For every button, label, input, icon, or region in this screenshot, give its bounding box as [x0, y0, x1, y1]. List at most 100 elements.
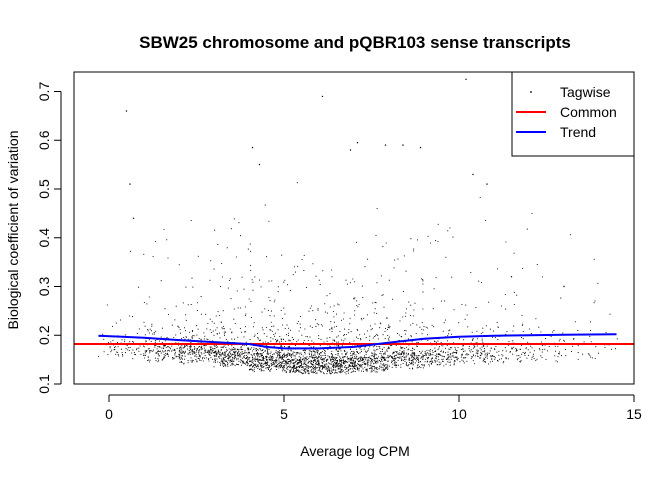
tagwise-point [452, 352, 454, 354]
tagwise-point [336, 360, 339, 362]
tagwise-point [225, 351, 227, 353]
tagwise-point [260, 370, 262, 372]
tagwise-point [162, 350, 164, 352]
tagwise-point [217, 349, 219, 351]
tagwise-point [114, 346, 116, 348]
tagwise-point [366, 357, 368, 359]
tagwise-point [286, 360, 288, 362]
tagwise-point [423, 326, 425, 328]
tagwise-point [535, 318, 537, 320]
tagwise-point [257, 365, 259, 367]
tagwise-point [275, 349, 277, 352]
tagwise-point [233, 318, 235, 320]
tagwise-point [283, 281, 285, 283]
tagwise-point [438, 364, 440, 366]
tagwise-point [223, 334, 226, 336]
tagwise-point [217, 361, 219, 363]
tagwise-point [347, 358, 349, 361]
tagwise-point [408, 358, 410, 360]
tagwise-point [493, 355, 495, 358]
tagwise-point [329, 359, 332, 361]
tagwise-point [597, 282, 599, 284]
tagwise-point [593, 258, 595, 260]
tagwise-point [413, 352, 415, 354]
tagwise-point [317, 369, 319, 371]
tagwise-point [217, 311, 219, 313]
tagwise-point [249, 338, 251, 341]
tagwise-point [594, 300, 596, 302]
tagwise-point [497, 339, 499, 341]
tagwise-point [230, 364, 232, 366]
fit-lines [74, 333, 634, 350]
tagwise-point [285, 364, 287, 366]
tagwise-point [181, 345, 183, 347]
tagwise-point [402, 290, 404, 292]
tagwise-point [376, 357, 378, 359]
tagwise-point [223, 354, 225, 356]
tagwise-point [297, 366, 299, 368]
tagwise-point [187, 360, 189, 362]
tagwise-point [485, 356, 487, 358]
tagwise-point [387, 334, 389, 337]
tagwise-point [300, 352, 302, 354]
tagwise-point [178, 357, 180, 359]
tagwise-point [428, 361, 430, 363]
tagwise-point [306, 336, 309, 338]
tagwise-point [339, 360, 341, 362]
tagwise-point [358, 365, 360, 367]
tagwise-point [522, 338, 524, 340]
tagwise-point [221, 262, 223, 265]
y-tick-label: 0.5 [36, 179, 52, 199]
tagwise-point [555, 350, 557, 352]
tagwise-point [331, 363, 333, 365]
tagwise-point [198, 350, 200, 352]
tagwise-point [322, 354, 324, 356]
tagwise-point [366, 370, 368, 372]
tagwise-point [178, 264, 180, 266]
tagwise-point [288, 360, 290, 363]
tagwise-point [349, 361, 351, 364]
tagwise-point [292, 371, 294, 373]
tagwise-point [119, 319, 122, 321]
tagwise-point [370, 367, 372, 370]
tagwise-point [353, 298, 355, 300]
tagwise-point [387, 368, 389, 371]
tagwise-point [157, 350, 159, 352]
tagwise-point [198, 354, 200, 356]
tagwise-point [397, 364, 399, 366]
tagwise-point [220, 363, 222, 365]
tagwise-point [238, 353, 240, 355]
tagwise-point [352, 370, 355, 372]
tagwise-point [379, 361, 382, 363]
tagwise-point [193, 348, 195, 351]
tagwise-point [443, 322, 445, 324]
tagwise-point [400, 356, 402, 358]
tagwise-point [299, 358, 301, 360]
tagwise-point [279, 367, 282, 369]
tagwise-point [248, 369, 251, 371]
tagwise-point [604, 346, 606, 349]
tagwise-point [474, 345, 476, 347]
tagwise-point [117, 353, 119, 356]
tagwise-point [290, 329, 292, 331]
tagwise-point [131, 352, 133, 354]
tagwise-point [195, 359, 197, 361]
tagwise-point [319, 367, 321, 369]
tagwise-point [344, 366, 346, 368]
tagwise-point [428, 354, 430, 357]
tagwise-point [320, 352, 322, 354]
tagwise-point [292, 352, 294, 355]
tagwise-point [386, 349, 388, 351]
tagwise-point [391, 344, 393, 347]
tagwise-point [325, 365, 327, 367]
tagwise-point [417, 341, 419, 344]
tagwise-point [318, 359, 320, 361]
tagwise-point [161, 341, 163, 343]
tagwise-point [289, 353, 291, 355]
tagwise-point [246, 362, 249, 364]
tagwise-point [200, 338, 202, 340]
tagwise-point [308, 310, 310, 312]
tagwise-point [209, 329, 211, 331]
tagwise-point [183, 352, 185, 354]
tagwise-point [379, 346, 381, 348]
